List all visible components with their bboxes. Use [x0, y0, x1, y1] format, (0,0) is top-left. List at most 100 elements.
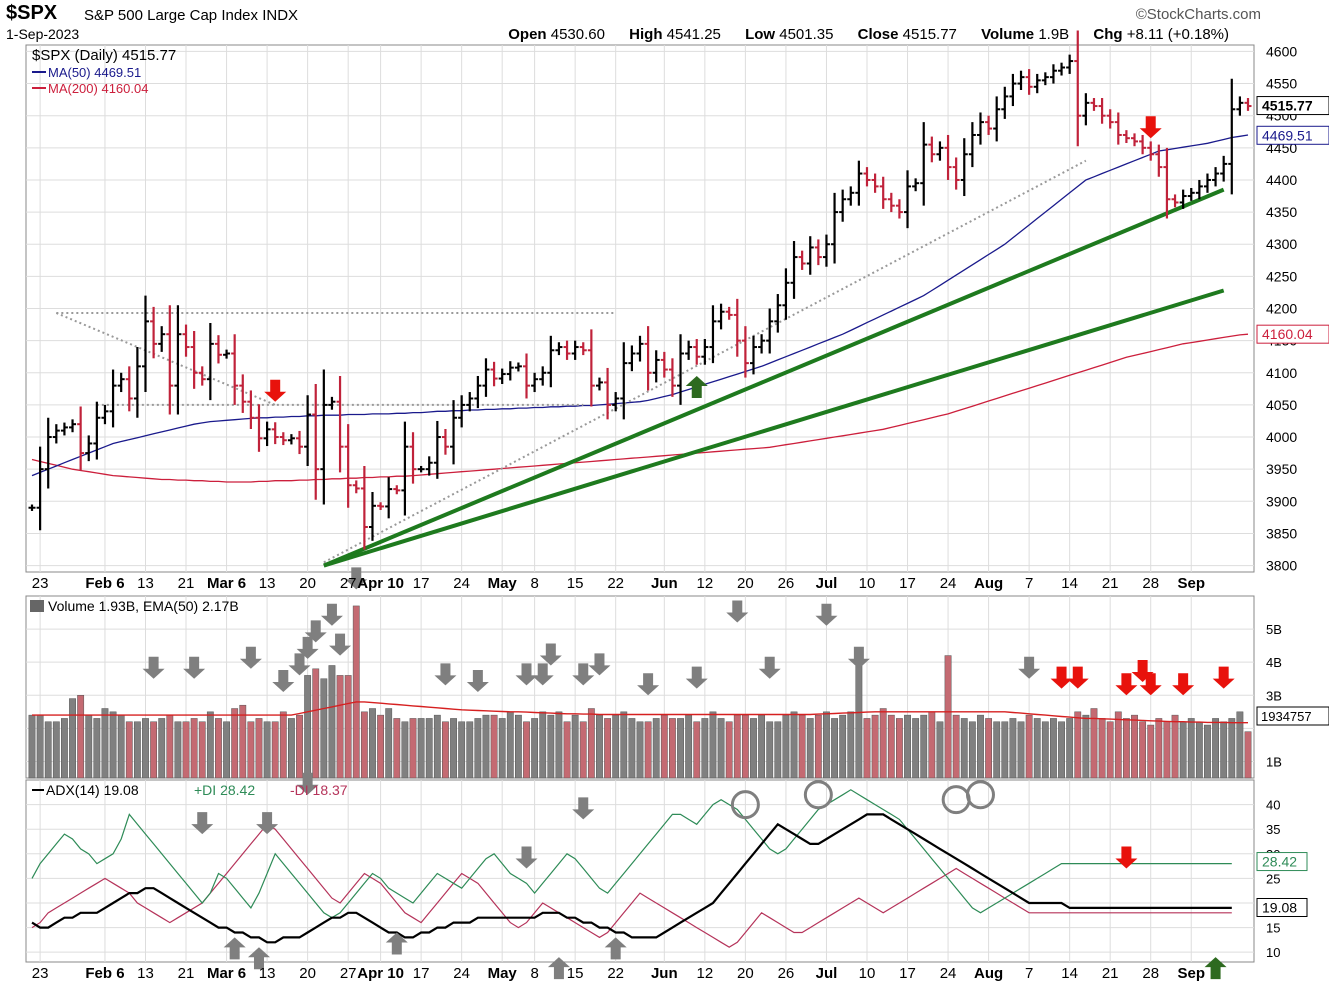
volume-bar[interactable] — [912, 718, 920, 779]
ohlc-bar[interactable] — [1131, 133, 1139, 147]
volume-bar[interactable] — [725, 721, 733, 779]
volume-bar[interactable] — [133, 721, 141, 779]
volume-bar[interactable] — [142, 718, 149, 779]
volume-bar[interactable] — [360, 711, 368, 779]
volume-bar[interactable] — [750, 718, 757, 779]
ohlc-bar[interactable] — [758, 334, 766, 354]
ohlc-bar[interactable] — [912, 178, 920, 192]
volume-bar[interactable] — [44, 721, 52, 779]
volume-bar[interactable] — [1187, 718, 1195, 779]
volume-bar[interactable] — [117, 714, 125, 779]
ohlc-bar[interactable] — [514, 362, 522, 372]
volume-bar[interactable] — [1122, 718, 1130, 779]
ohlc-bar[interactable] — [904, 170, 912, 229]
volume-bar[interactable] — [774, 721, 782, 779]
volume-bar[interactable] — [1139, 721, 1147, 779]
ohlc-bar[interactable] — [1163, 147, 1171, 219]
ohlc-bar[interactable] — [604, 367, 612, 420]
ohlc-bar[interactable] — [320, 369, 328, 505]
volume-bar[interactable] — [563, 721, 571, 779]
ohlc-bar[interactable] — [555, 342, 563, 356]
ohlc-bar[interactable] — [531, 372, 539, 393]
volume-bar[interactable] — [474, 718, 482, 779]
volume-bar[interactable] — [555, 711, 563, 779]
ohlc-bar[interactable] — [685, 340, 693, 360]
ohlc-bar[interactable] — [401, 421, 409, 516]
ohlc-bar[interactable] — [944, 134, 952, 180]
volume-bar[interactable] — [109, 711, 117, 779]
ohlc-bar[interactable] — [360, 465, 368, 550]
ohlc-bar[interactable] — [693, 339, 701, 365]
ohlc-bar[interactable] — [44, 417, 52, 489]
volume-bar[interactable] — [417, 718, 425, 779]
ohlc-bar[interactable] — [425, 456, 433, 476]
volume-bar[interactable] — [271, 721, 279, 779]
ohlc-bar[interactable] — [652, 350, 660, 383]
volume-bar[interactable] — [506, 711, 514, 779]
ohlc-bar[interactable] — [190, 330, 198, 389]
ohlc-bar[interactable] — [441, 429, 449, 455]
volume-bar[interactable] — [636, 721, 644, 779]
volume-bar[interactable] — [831, 718, 838, 779]
ohlc-bar[interactable] — [717, 303, 725, 330]
ohlc-bar[interactable] — [328, 396, 336, 410]
ohlc-bar[interactable] — [466, 392, 474, 412]
volume-bar[interactable] — [1025, 714, 1033, 779]
ohlc-bar[interactable] — [822, 234, 830, 267]
volume-bar[interactable] — [1131, 714, 1138, 779]
ohlc-bar[interactable] — [1212, 167, 1220, 187]
ohlc-bar[interactable] — [547, 335, 555, 388]
volume-bar[interactable] — [863, 718, 871, 779]
ohlc-bar[interactable] — [1187, 187, 1195, 201]
ohlc-bar[interactable] — [612, 392, 620, 412]
ohlc-bar[interactable] — [28, 504, 36, 511]
volume-bar[interactable] — [450, 718, 457, 779]
volume-bar[interactable] — [839, 714, 847, 779]
ohlc-bar[interactable] — [660, 351, 668, 378]
ohlc-bar[interactable] — [498, 368, 506, 385]
ohlc-bar[interactable] — [506, 361, 514, 381]
ohlc-bar[interactable] — [287, 434, 295, 445]
volume-bar[interactable] — [288, 718, 295, 779]
ohlc-bar[interactable] — [1114, 112, 1122, 145]
ohlc-bar[interactable] — [368, 491, 376, 541]
volume-bar[interactable] — [709, 711, 717, 779]
volume-bar[interactable] — [182, 721, 190, 779]
volume-bar[interactable] — [328, 665, 336, 779]
ohlc-bar[interactable] — [1098, 98, 1106, 124]
volume-bar[interactable] — [977, 714, 984, 779]
volume-bar[interactable] — [766, 721, 774, 779]
ohlc-bar[interactable] — [474, 375, 482, 409]
ohlc-bar[interactable] — [749, 335, 757, 375]
ohlc-bar[interactable] — [231, 334, 239, 405]
volume-bar[interactable] — [936, 721, 944, 779]
volume-bar[interactable] — [1171, 714, 1179, 779]
volume-bar[interactable] — [1001, 721, 1009, 779]
ohlc-bar[interactable] — [725, 306, 733, 320]
volume-bar[interactable] — [523, 721, 530, 779]
volume-bar[interactable] — [701, 718, 709, 779]
volume-bar[interactable] — [1155, 718, 1163, 779]
volume-bar[interactable] — [677, 718, 684, 779]
volume-bar[interactable] — [887, 714, 895, 779]
volume-bar[interactable] — [782, 714, 790, 779]
volume-bar[interactable] — [814, 714, 822, 779]
volume-bar[interactable] — [255, 718, 263, 779]
volume-bar[interactable] — [385, 708, 393, 779]
ohlc-bar[interactable] — [1041, 72, 1049, 86]
volume-bar[interactable] — [482, 714, 490, 779]
ohlc-bar[interactable] — [1001, 86, 1009, 119]
ohlc-bar[interactable] — [1066, 54, 1074, 74]
ohlc-bar[interactable] — [377, 502, 385, 510]
ohlc-bar[interactable] — [1220, 155, 1228, 182]
ohlc-bar[interactable] — [296, 430, 304, 455]
volume-bar[interactable] — [741, 714, 749, 779]
volume-bar[interactable] — [1098, 718, 1106, 779]
ohlc-bar[interactable] — [247, 390, 255, 430]
ohlc-bar[interactable] — [312, 384, 320, 500]
volume-bar[interactable] — [198, 721, 206, 779]
ohlc-bar[interactable] — [36, 446, 44, 531]
volume-bar[interactable] — [847, 711, 855, 779]
volume-bar[interactable] — [425, 718, 433, 779]
volume-bar[interactable] — [685, 714, 693, 779]
